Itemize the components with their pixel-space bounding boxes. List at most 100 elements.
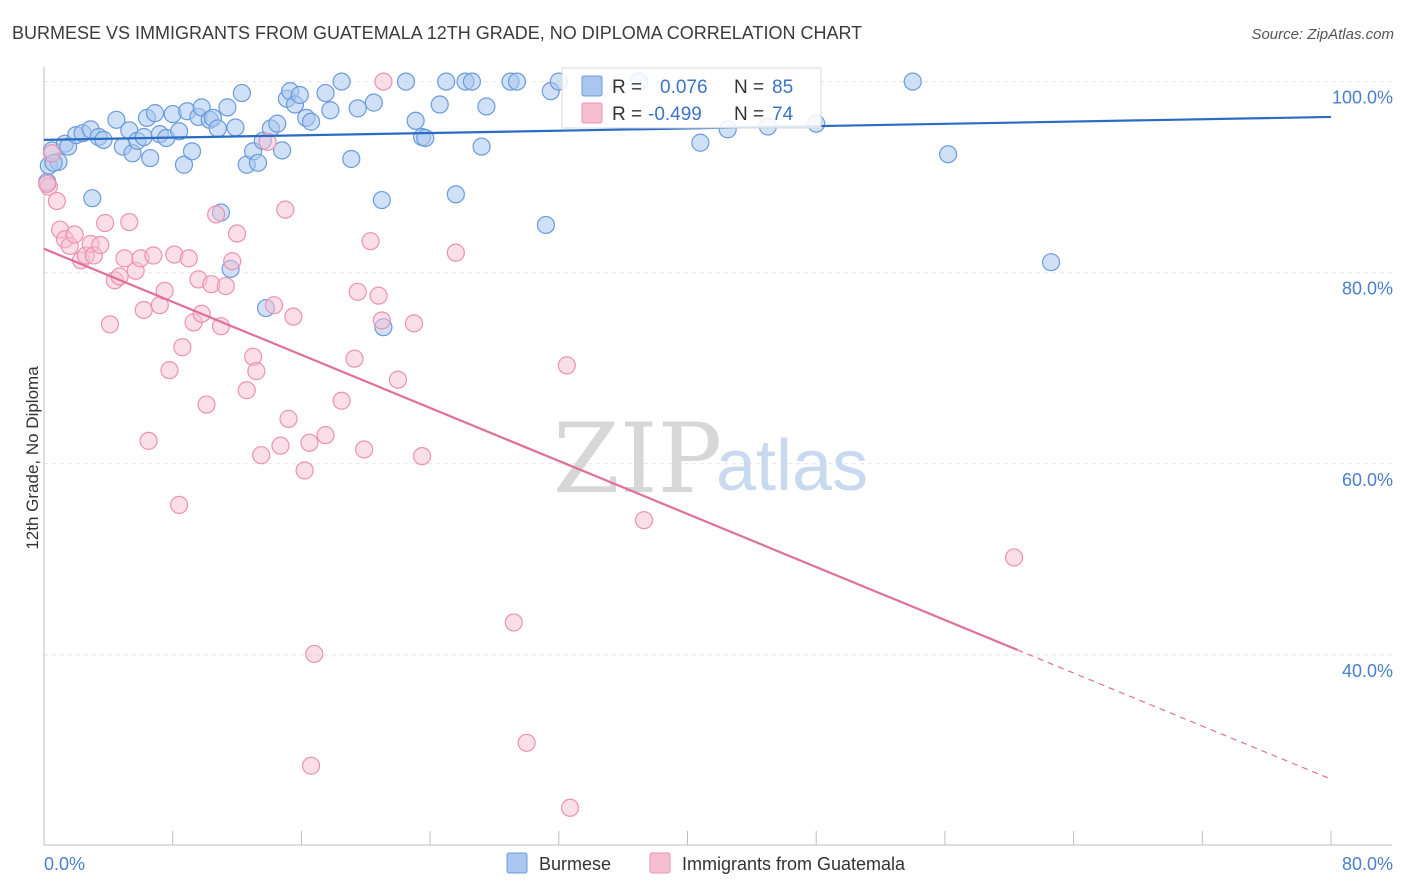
guatemala-point — [139, 431, 158, 450]
burmese-point — [372, 190, 391, 210]
guatemala-point — [295, 461, 314, 480]
guatemala-point — [560, 798, 580, 817]
guatemala-point — [42, 144, 62, 163]
guatemala-trend-line — [43, 247, 1018, 651]
guatemala-point — [504, 613, 523, 632]
guatemala-point — [279, 409, 298, 428]
guatemala-point — [332, 391, 351, 410]
burmese-point — [301, 112, 321, 131]
stats-legend-n-label: N = — [734, 104, 764, 125]
burmese-point — [1041, 253, 1061, 272]
legend-swatch-burmese — [506, 852, 528, 874]
guatemala-point — [47, 191, 66, 211]
guatemala-point — [388, 370, 408, 389]
guatemala-point — [197, 395, 216, 414]
burmese-point — [182, 142, 202, 161]
guatemala-point — [65, 225, 84, 244]
burmese-point — [507, 72, 527, 91]
guatemala-point — [1004, 548, 1024, 567]
guatemala-point — [634, 511, 654, 530]
burmese-point — [477, 97, 496, 116]
guatemala-point — [223, 252, 242, 271]
guatemala-point — [446, 243, 465, 262]
y-tick-label: 60.0% — [1342, 470, 1393, 490]
burmese-point — [903, 72, 922, 91]
burmese-point — [446, 185, 465, 204]
guatemala-point — [100, 315, 120, 334]
burmese-point — [332, 72, 351, 91]
guatemala-point — [252, 446, 271, 465]
stats-legend-r-value: -0.499 — [648, 104, 702, 125]
burmese-point — [316, 83, 335, 103]
guatemala-point — [348, 282, 367, 301]
guatemala-point — [345, 349, 364, 368]
guatemala-point — [374, 72, 393, 91]
stats-legend-r-value: 0.076 — [660, 77, 708, 98]
stats-legend-r-label: R = — [612, 104, 642, 125]
guatemala-point — [404, 314, 424, 333]
source-credit: Source: ZipAtlas.com — [1251, 26, 1394, 43]
series-guatemala-points — [38, 72, 1024, 817]
guatemala-point — [369, 286, 388, 305]
legend-label-guatemala: Immigrants from Guatemala — [682, 854, 906, 874]
burmese-point — [232, 83, 251, 103]
guatemala-point — [227, 224, 247, 243]
guatemala-point — [355, 440, 374, 459]
guatemala-point — [412, 447, 432, 466]
chart-title: BURMESE VS IMMIGRANTS FROM GUATEMALA 12T… — [12, 23, 862, 43]
burmese-point — [462, 72, 482, 91]
guatemala-point — [237, 381, 256, 400]
guatemala-point — [517, 733, 536, 752]
burmese-point — [406, 111, 425, 130]
guatemala-trend-extension — [1017, 649, 1332, 780]
stats-legend-box — [561, 67, 822, 129]
guatemala-point — [258, 132, 277, 151]
guatemala-point — [372, 311, 391, 330]
guatemala-point — [300, 433, 319, 452]
y-tick-label: 80.0% — [1342, 279, 1393, 299]
burmese-point — [170, 122, 189, 141]
burmese-point — [290, 85, 309, 105]
burmese-point — [107, 110, 126, 129]
x-tick-labels: 0.0% 80.0% — [44, 854, 1393, 874]
guatemala-point — [38, 174, 57, 193]
y-tick-labels: 40.0% 60.0% 80.0% 100.0% — [1332, 88, 1393, 681]
y-tick-label: 40.0% — [1342, 661, 1393, 681]
watermark-zip: ZIP — [553, 403, 722, 515]
burmese-point — [268, 114, 287, 133]
burmese-point — [396, 72, 416, 91]
guatemala-point — [120, 212, 139, 232]
guatemala-point — [301, 756, 321, 775]
legend-label-burmese: Burmese — [539, 854, 611, 874]
guatemala-point — [316, 426, 335, 445]
guatemala-point — [276, 200, 295, 219]
burmese-point — [342, 149, 361, 169]
burmese-point — [218, 98, 237, 117]
burmese-point — [321, 101, 340, 120]
stats-legend-swatch-guatemala — [581, 102, 603, 124]
x-tick-label: 80.0% — [1342, 854, 1393, 874]
burmese-point — [145, 104, 165, 123]
stats-legend-n-value: 85 — [772, 77, 793, 98]
burmese-point — [348, 99, 367, 118]
x-tick-label: 0.0% — [44, 854, 85, 874]
guatemala-point — [216, 276, 235, 296]
series-burmese-points — [38, 72, 1061, 337]
burmese-point — [208, 119, 227, 138]
stats-legend-n-label: N = — [734, 77, 764, 98]
guatemala-point — [96, 213, 115, 233]
guatemala-point — [271, 436, 290, 455]
guatemala-point — [557, 356, 576, 375]
guatemala-point — [305, 644, 324, 664]
y-tick-label: 100.0% — [1332, 88, 1393, 108]
stats-legend-swatch-burmese — [581, 75, 603, 97]
guatemala-point — [170, 495, 189, 514]
guatemala-point — [160, 361, 179, 380]
guatemala-point — [144, 246, 163, 265]
burmese-point — [536, 215, 556, 235]
guatemala-point — [173, 338, 192, 357]
bottom-legend: Burmese Immigrants from Guatemala — [506, 852, 906, 874]
burmese-point — [248, 153, 268, 172]
guatemala-point — [179, 249, 198, 268]
